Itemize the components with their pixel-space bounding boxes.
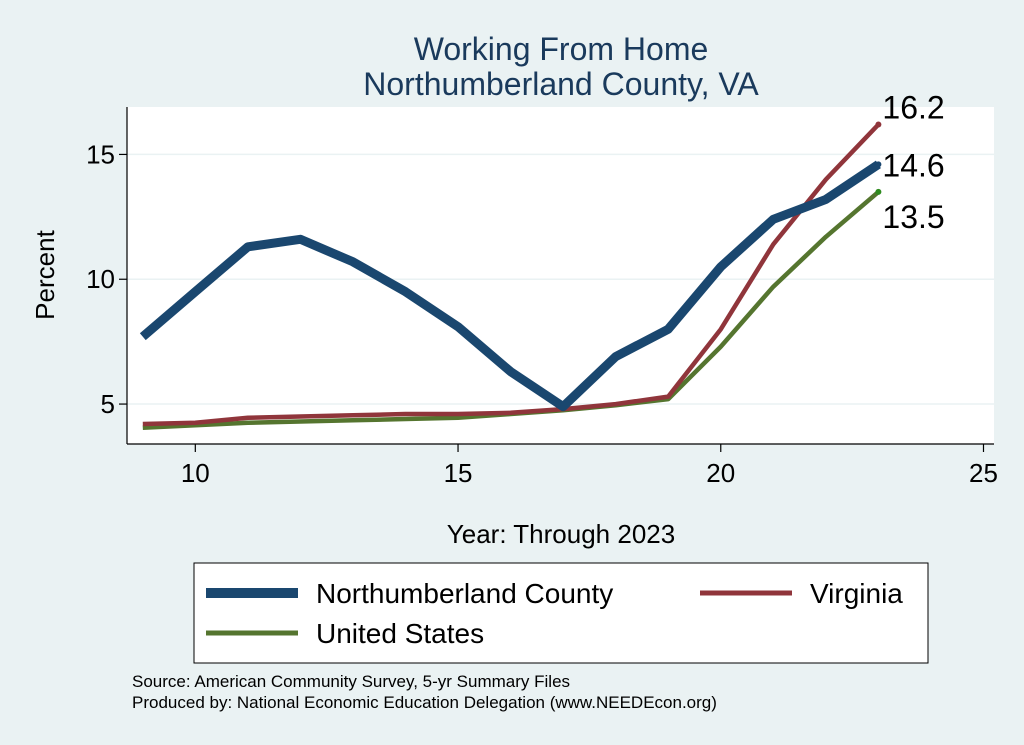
x-tick-label: 15 [444,458,473,488]
end-label-united-states: 13.5 [882,199,944,235]
x-tick-label: 25 [969,458,998,488]
chart-title-line-1: Working From Home [414,31,709,67]
x-tick-label: 20 [706,458,735,488]
legend-label-northumberland: Northumberland County [316,578,613,609]
legend-label-virginia: Virginia [810,578,903,609]
y-tick-label: 5 [101,389,115,419]
series-line-virginia [142,122,881,427]
plot-area [127,107,994,444]
y-tick-label: 10 [86,264,115,294]
y-axis-label: Percent [30,229,60,319]
series-lines [139,122,881,431]
series-line-northumberland-county [139,160,881,412]
source-line-1: Source: American Community Survey, 5-yr … [132,672,570,691]
x-axis-label: Year: Through 2023 [447,519,675,549]
chart-title-line-2: Northumberland County, VA [363,66,759,102]
end-point-northumberland-county [875,161,882,168]
y-tick-label: 15 [86,139,115,169]
axes: 5 10 15 10 15 20 25 [86,107,998,488]
legend: Northumberland County Virginia United St… [193,562,929,664]
end-point-virginia [875,121,882,128]
x-tick-label: 10 [181,458,210,488]
end-labels: 14.6 16.2 13.5 [875,89,945,235]
legend-label-united-states: United States [316,618,484,649]
legend-box [193,562,929,664]
end-label-northumberland-county: 14.6 [882,147,944,183]
source-line-2: Produced by: National Economic Education… [132,693,717,712]
end-point-united-states [875,188,882,195]
end-label-virginia: 16.2 [882,89,944,125]
